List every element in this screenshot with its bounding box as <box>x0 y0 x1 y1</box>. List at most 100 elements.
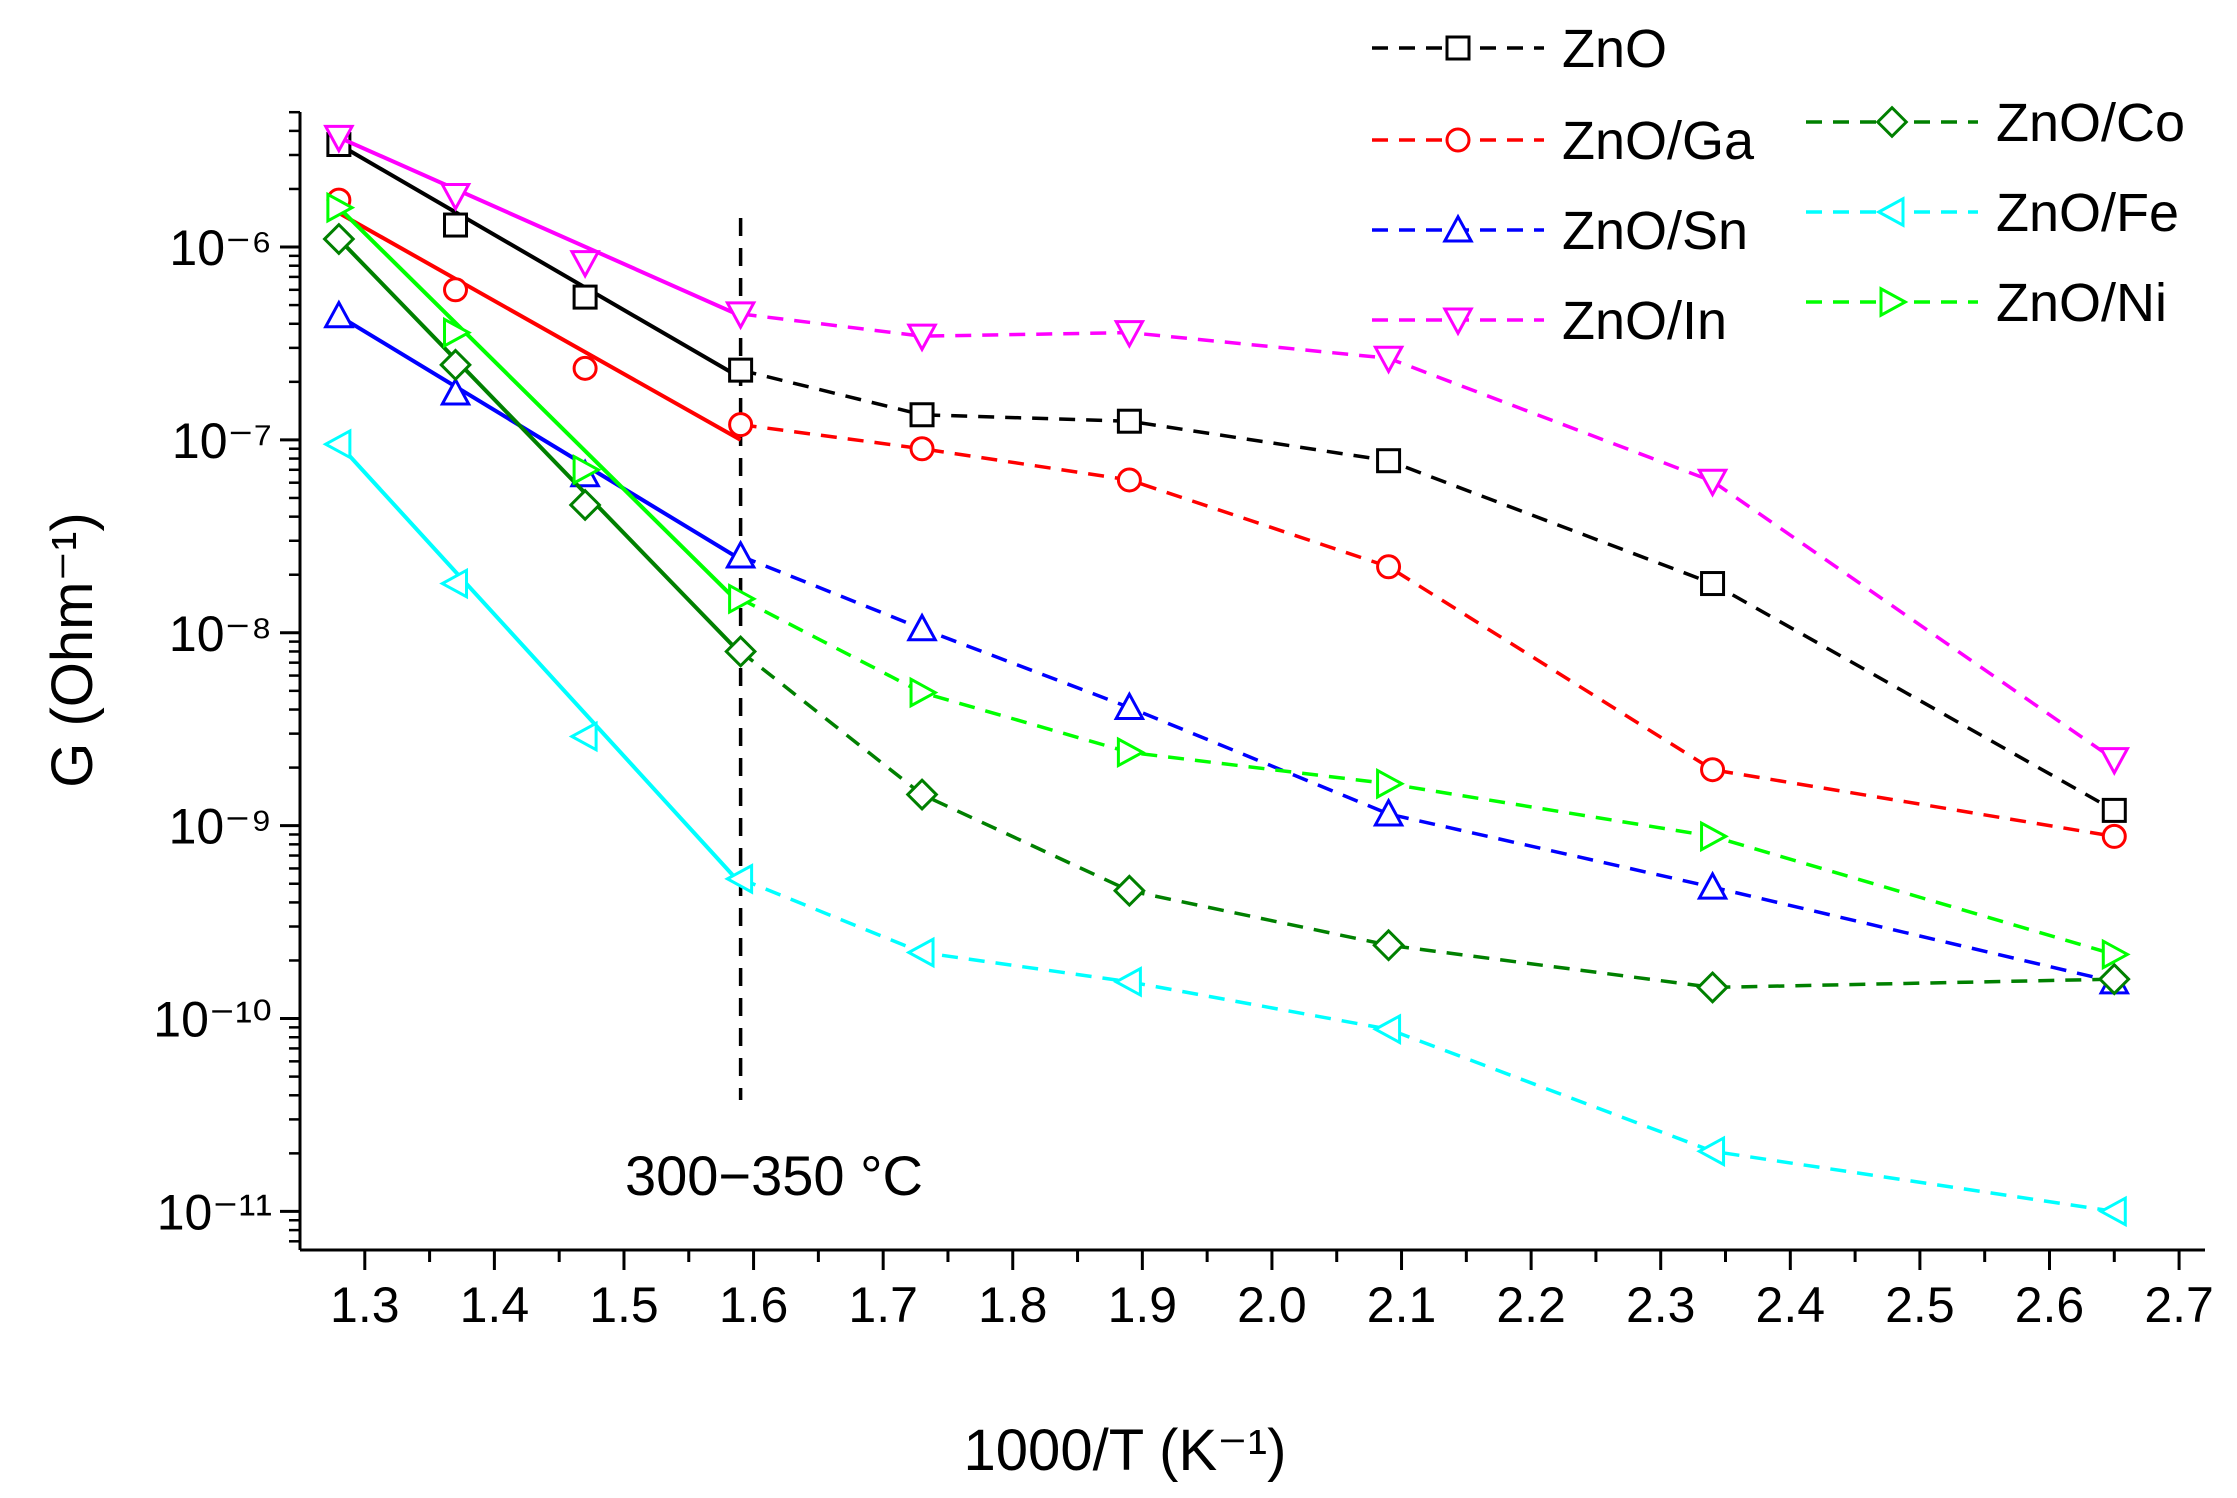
data-point <box>443 316 472 349</box>
data-point <box>2101 938 2131 971</box>
y-tick-label: 10⁻⁷ <box>172 413 272 469</box>
data-point <box>728 357 754 383</box>
data-point <box>443 212 469 238</box>
data-point <box>1376 767 1405 800</box>
x-tick-label: 2.2 <box>1496 1277 1566 1333</box>
y-tick-label: 10⁻⁸ <box>169 606 272 662</box>
data-point <box>1372 345 1405 375</box>
data-point <box>439 348 472 382</box>
data-point <box>1112 874 1146 908</box>
legend-entry-zno: ZnO <box>1372 19 1667 79</box>
legend-marker <box>1442 213 1474 243</box>
series-fit-line <box>337 211 742 442</box>
x-tick-label: 2.0 <box>1237 1277 1307 1333</box>
data-point <box>572 355 598 381</box>
legend-label: ZnO/Ga <box>1562 111 1755 171</box>
series-dashed-line <box>739 877 2115 1214</box>
series-dashed-line <box>740 422 2115 839</box>
series-dashed-line <box>739 554 2115 984</box>
temperature-annotation: 300−350 °C <box>625 1144 923 1207</box>
series-fit-line <box>337 442 743 886</box>
data-point <box>568 720 598 753</box>
legend-label: ZnO/In <box>1562 291 1727 351</box>
series-zno <box>326 132 2127 823</box>
data-point <box>1113 691 1146 720</box>
legend-marker <box>1445 35 1471 61</box>
data-point <box>2098 747 2131 776</box>
x-tick-label: 1.5 <box>589 1277 659 1333</box>
data-point <box>909 676 939 709</box>
data-point <box>323 299 355 329</box>
data-point <box>1696 1135 1726 1168</box>
data-point <box>322 222 356 256</box>
data-point <box>443 277 469 303</box>
series-fit-line <box>337 142 742 380</box>
x-tick-label: 1.4 <box>460 1277 530 1333</box>
legend-entry-zno-co: ZnO/Co <box>1806 93 2185 153</box>
data-point <box>728 412 754 438</box>
series-fit-line <box>337 314 742 562</box>
series-fit-line <box>338 135 742 318</box>
data-point <box>1113 966 1142 998</box>
legend-label: ZnO/Sn <box>1562 201 1748 261</box>
data-point <box>906 323 938 353</box>
data-point <box>569 250 601 279</box>
x-tick-label: 2.4 <box>1756 1277 1826 1333</box>
x-tick-label: 2.7 <box>2144 1277 2214 1333</box>
legend-label: ZnO/Co <box>1996 93 2185 153</box>
data-point <box>1700 757 1726 783</box>
series-zno-ga <box>326 187 2127 849</box>
series-fit-line <box>337 237 743 655</box>
data-point <box>1372 797 1405 827</box>
legend-marker <box>1445 127 1471 153</box>
data-point <box>905 778 939 811</box>
data-point <box>724 539 757 569</box>
series-dashed-line <box>739 650 2115 990</box>
x-tick-label: 1.7 <box>848 1277 918 1333</box>
data-point <box>724 863 754 895</box>
data-point <box>322 428 352 460</box>
data-point <box>905 936 935 969</box>
x-tick-label: 1.6 <box>719 1277 789 1333</box>
data-point <box>724 301 757 331</box>
x-axis-title: 1000/T (K⁻¹) <box>964 1418 1287 1483</box>
x-tick-label: 2.1 <box>1367 1277 1437 1333</box>
axes: 1.3 1.4 1.5 1.6 1.7 1.8 1.9 2.0 2.1 2.2 2.3 2.4 2.5 2… <box>153 110 2214 1333</box>
series-zno-fe <box>322 428 2127 1228</box>
legend-marker <box>1875 196 1905 228</box>
data-point <box>1700 571 1726 597</box>
series-zno-sn <box>323 299 2131 995</box>
data-point <box>568 488 602 522</box>
y-axis-title: G (Ohm⁻¹) <box>40 512 105 787</box>
y-tick-label: 10⁻¹⁰ <box>153 992 272 1048</box>
data-point <box>906 612 938 642</box>
data-point <box>1696 468 1729 498</box>
legend-label: ZnO/Ni <box>1996 273 2167 333</box>
data-point <box>1696 970 1729 1004</box>
data-point <box>1116 467 1142 493</box>
data-point <box>1372 1013 1402 1045</box>
data-point <box>1372 928 1405 962</box>
data-point <box>909 436 935 462</box>
data-point <box>724 635 758 668</box>
legend-marker <box>1875 105 1909 139</box>
legend-entry-zno-ni: ZnO/Ni <box>1806 273 2167 333</box>
series-fit-line <box>337 206 743 607</box>
y-tick-label: 10⁻⁶ <box>169 220 272 276</box>
x-tick-label: 2.3 <box>1626 1277 1696 1333</box>
legend-marker <box>1879 286 1909 318</box>
x-tick-label: 1.8 <box>978 1277 1048 1333</box>
series-group <box>322 124 2131 1228</box>
data-point <box>1376 554 1402 580</box>
data-point <box>2101 797 2127 823</box>
data-point <box>1696 870 1729 900</box>
legend-entry-zno-in: ZnO/In <box>1372 291 1727 351</box>
data-point <box>439 182 472 212</box>
data-point <box>728 583 757 615</box>
data-point <box>323 124 355 154</box>
data-point <box>1376 448 1402 474</box>
data-point <box>439 376 472 406</box>
series-zno-in <box>323 124 2131 776</box>
data-point <box>2097 1195 2127 1228</box>
